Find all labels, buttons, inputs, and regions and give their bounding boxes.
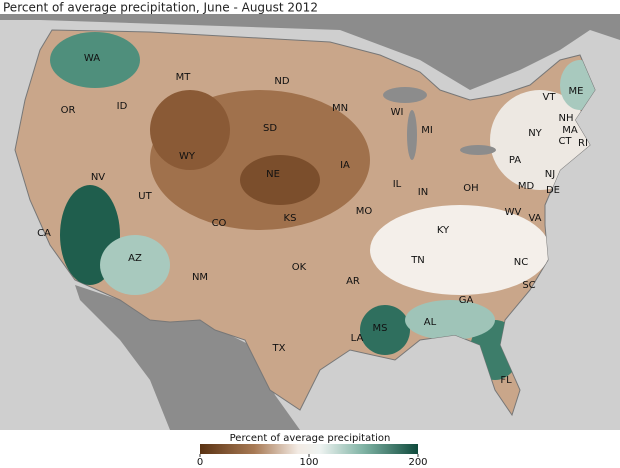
state-label: VA — [528, 213, 541, 224]
state-label: CA — [37, 228, 51, 239]
state-label: MO — [356, 206, 373, 217]
colorbar — [200, 444, 418, 454]
state-label: NC — [514, 257, 528, 268]
colorbar-tick-label: 0 — [197, 457, 203, 468]
precip-shading — [50, 32, 595, 380]
state-label: TN — [410, 255, 425, 266]
wet-mississippi — [360, 305, 410, 355]
state-label: WY — [179, 151, 196, 162]
lake-michigan — [407, 110, 417, 160]
state-label: NH — [559, 113, 574, 124]
state-label: VT — [543, 92, 557, 103]
state-label: OK — [292, 262, 307, 273]
state-label: SD — [263, 123, 277, 134]
wet-washington — [50, 32, 140, 88]
state-label: CO — [212, 218, 227, 229]
state-label: WV — [505, 207, 522, 218]
state-label: GA — [459, 295, 474, 306]
wet-arizona — [100, 235, 170, 295]
legend-title: Percent of average precipitation — [230, 433, 391, 444]
dry-wyoming — [150, 90, 230, 170]
state-label: NY — [528, 128, 542, 139]
state-label: NE — [266, 169, 280, 180]
state-label: TX — [272, 343, 286, 354]
state-label: OR — [61, 105, 76, 116]
state-label: UT — [138, 191, 152, 202]
state-label: NV — [91, 172, 105, 183]
state-label: MA — [562, 125, 578, 136]
state-label: ME — [569, 86, 584, 97]
state-label: NJ — [545, 169, 555, 180]
state-label: SC — [522, 280, 535, 291]
state-label: PA — [509, 155, 521, 166]
wet-gulf — [405, 300, 495, 340]
state-label: AL — [424, 317, 437, 328]
state-label: ND — [274, 76, 289, 87]
state-label: CT — [558, 136, 572, 147]
map-title: Percent of average precipitation, June -… — [3, 1, 318, 15]
mexico — [75, 285, 300, 430]
state-label: MN — [332, 103, 348, 114]
state-label: KY — [437, 225, 450, 236]
lake-superior — [383, 87, 427, 103]
lake-erie — [460, 145, 496, 155]
state-label: IN — [418, 187, 428, 198]
state-label: LA — [351, 333, 364, 344]
state-label: IA — [340, 160, 350, 171]
state-label: DE — [546, 185, 560, 196]
colorbar-tick-label: 100 — [299, 457, 318, 468]
state-label: IL — [393, 179, 402, 190]
state-label: MD — [518, 181, 535, 192]
canada — [0, 14, 620, 90]
state-label: MS — [373, 323, 388, 334]
state-label: ID — [117, 101, 128, 112]
state-label: AZ — [128, 253, 142, 264]
state-label: AR — [346, 276, 360, 287]
near-normal-east — [370, 205, 550, 295]
title-strip — [0, 0, 620, 14]
state-label: RI — [578, 138, 588, 149]
state-label: MI — [421, 125, 433, 136]
colorbar-tick-label: 200 — [408, 457, 427, 468]
state-label: NM — [192, 272, 208, 283]
state-label: KS — [284, 213, 297, 224]
state-label: OH — [463, 183, 478, 194]
state-label: WA — [84, 53, 100, 64]
state-label: WI — [391, 107, 404, 118]
state-labels: WA OR CA NV ID MT WY UT AZ CO NM ND SD NE KS OK TX MN IA MO… — [37, 53, 588, 386]
near-normal-ne — [490, 90, 590, 190]
state-label: MT — [176, 72, 192, 83]
dry-nebraska — [240, 155, 320, 205]
state-label: FL — [500, 375, 512, 386]
